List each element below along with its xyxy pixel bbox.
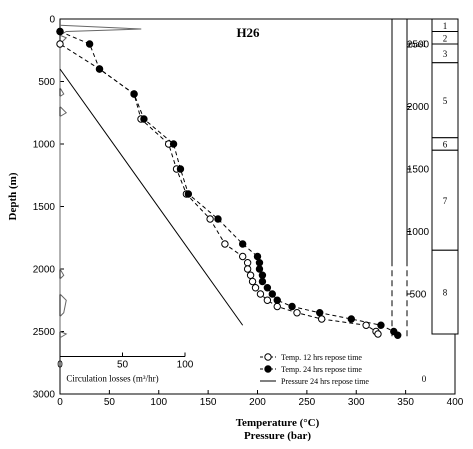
x-tick-label-1: 50 — [104, 397, 116, 408]
masl-tick-label-2: 1500 — [407, 165, 430, 176]
series-1-point-17 — [273, 296, 281, 304]
series-0-point-9 — [221, 240, 229, 248]
x-tick-label-0: 0 — [57, 397, 63, 408]
y-tick-label-0: 0 — [49, 15, 55, 26]
x-axis-label: Temperature (°C) — [236, 417, 320, 429]
legend-swatch-0 — [264, 353, 272, 361]
series-1-point-15 — [263, 284, 272, 292]
series-0-point-12 — [243, 265, 252, 273]
x-tick-label-3: 150 — [200, 397, 217, 408]
series-1-point-13 — [258, 271, 267, 279]
x-tick-label-7: 350 — [397, 397, 414, 408]
circulation-tick-label-0: 0 — [57, 360, 63, 371]
layer-label-3: 5 — [443, 96, 448, 106]
series-0-point-13 — [246, 271, 255, 279]
legend-swatch-1 — [264, 365, 272, 373]
series-1-point-5 — [169, 140, 178, 148]
series-1-point-21 — [377, 321, 385, 329]
legend-label-0: Temp. 12 hrs repose time — [281, 353, 362, 362]
series-1-point-3 — [130, 90, 138, 98]
series-0-point-23 — [374, 330, 382, 338]
masl-label: masl — [409, 39, 426, 49]
series-0-point-15 — [251, 284, 260, 292]
circulation-axis-label: Circulation losses (m³/hr) — [66, 374, 158, 384]
series-0-point-10 — [238, 252, 247, 261]
layer-box-6 — [431, 249, 459, 335]
masl-tick-label-3: 1000 — [407, 227, 430, 238]
series-1-point-16 — [268, 290, 277, 298]
y-tick-label-6: 3000 — [33, 390, 56, 401]
layer-label-2: 3 — [443, 49, 448, 59]
masl-tick-label-4: 500 — [410, 290, 427, 301]
series-0-point-17 — [263, 296, 272, 304]
masl-tick-label-0: 2500 — [407, 40, 430, 51]
series-1-point-8 — [214, 215, 222, 223]
series-0-point-21 — [362, 321, 370, 329]
legend-label-2: Pressure 24 hrs repose time — [281, 377, 369, 386]
pressure-line — [59, 68, 244, 326]
x-axis-label-2: Pressure (bar) — [244, 430, 311, 442]
series-1-point-14 — [258, 277, 267, 286]
series-line-0 — [59, 31, 379, 335]
series-1-point-23 — [394, 331, 402, 339]
series-1-point-20 — [347, 315, 356, 323]
series-1-point-4 — [140, 115, 148, 123]
series-1-point-7 — [184, 190, 193, 198]
legend-label-1: Temp. 24 hrs repose time — [281, 365, 362, 374]
layer-label-4: 6 — [443, 140, 448, 150]
series-1-point-6 — [176, 165, 185, 173]
series-0-point-20 — [317, 315, 326, 323]
chart-title: H26 — [236, 25, 260, 40]
circulation-tick-label-1: 50 — [117, 360, 129, 371]
y-tick-label-4: 2000 — [33, 265, 56, 276]
series-1-point-10 — [253, 252, 262, 261]
x-tick-label-5: 250 — [299, 397, 316, 408]
series-0-point-11 — [243, 259, 252, 267]
x-tick-label-6: 300 — [348, 397, 365, 408]
series-1-point-2 — [95, 65, 104, 73]
circulation-tick-label-2: 100 — [177, 360, 194, 371]
series-0-point-14 — [248, 277, 257, 286]
masl-zero-label: 0 — [422, 374, 427, 384]
series-1-point-9 — [238, 240, 247, 248]
layer-label-1: 2 — [443, 33, 448, 43]
series-1-point-12 — [255, 265, 264, 273]
x-tick-label-8: 400 — [447, 397, 464, 408]
series-1-point-0 — [56, 27, 64, 36]
series-1-point-19 — [316, 309, 324, 317]
series-1-point-11 — [255, 259, 264, 267]
series-0-point-18 — [273, 302, 281, 311]
y-tick-label-3: 1500 — [33, 202, 56, 213]
series-line-1 — [59, 31, 399, 336]
layer-label-0: 1 — [443, 21, 448, 31]
main-plot: 0 50 100 150 200 250 300 350 4000500100015002000… — [7, 15, 464, 443]
y-tick-label-1: 500 — [38, 77, 55, 88]
y-tick-label-5: 2500 — [33, 327, 56, 338]
series-0-point-16 — [256, 290, 265, 298]
series-0-point-19 — [293, 309, 301, 317]
x-tick-label-4: 200 — [249, 397, 266, 408]
layer-label-5: 7 — [443, 196, 448, 206]
series-1-point-1 — [85, 40, 94, 48]
layer-label-6: 8 — [443, 288, 448, 298]
series-0-point-8 — [206, 215, 214, 223]
series-1-point-18 — [288, 302, 296, 311]
y-axis-label: Depth (m) — [7, 172, 19, 220]
series-0-point-1 — [56, 40, 64, 48]
masl-tick-label-1: 2000 — [407, 102, 430, 113]
y-tick-label-2: 1000 — [33, 140, 56, 151]
x-tick-label-2: 100 — [150, 397, 167, 408]
circulation-losses-line — [58, 24, 142, 339]
